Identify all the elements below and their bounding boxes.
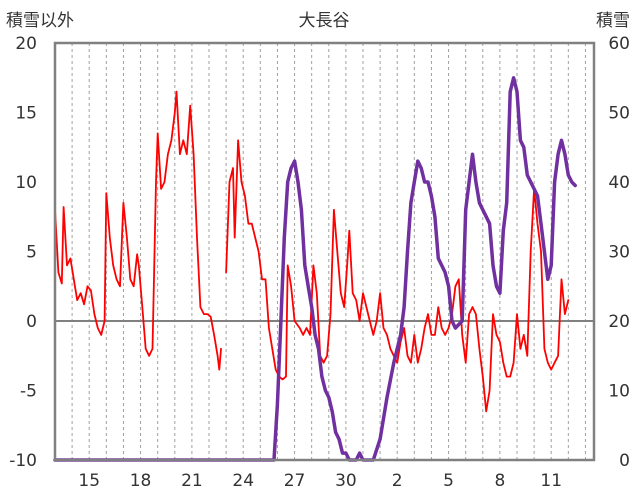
x-tick-label: 27 [284,471,306,491]
right-tick-label: 20 [608,312,630,332]
series-layer [53,76,577,462]
right-tick-label: 0 [619,451,630,471]
x-tick-label: 21 [181,471,203,491]
x-tick-label: 2 [392,471,403,491]
left-tick-label: 10 [15,173,37,193]
plot-frame [53,41,596,462]
left-tick-label: 15 [15,104,37,124]
left-tick-label: 20 [15,34,37,54]
vertical-gridlines [54,43,586,460]
x-tick-label: 18 [130,471,152,491]
right-y-axis: 60 50 40 30 20 10 0 [608,34,630,471]
left-tick-label: -5 [20,382,37,402]
right-tick-label: 30 [608,243,630,263]
x-tick-label: 30 [335,471,357,491]
left-axis-label: 積雪以外 [6,11,74,31]
series-line-snow-depth [53,76,577,462]
left-tick-label: 5 [26,243,37,263]
right-tick-label: 10 [608,382,630,402]
right-tick-label: 60 [608,34,630,54]
right-tick-label: 40 [608,173,630,193]
x-tick-label: 11 [540,471,562,491]
x-tick-label: 15 [78,471,100,491]
x-tick-label: 8 [494,471,505,491]
right-axis-label: 積雪 [596,11,630,31]
chart-title: 大長谷 [299,11,350,31]
left-y-axis: 20 15 10 5 0 -5 -10 [9,34,37,471]
x-tick-label: 5 [443,471,454,491]
x-tick-label: 24 [232,471,254,491]
right-tick-label: 50 [608,104,630,124]
x-axis: 15 18 21 24 27 30 2 5 8 11 [78,471,562,491]
left-tick-label: 0 [26,312,37,332]
left-tick-label: -10 [9,451,37,471]
